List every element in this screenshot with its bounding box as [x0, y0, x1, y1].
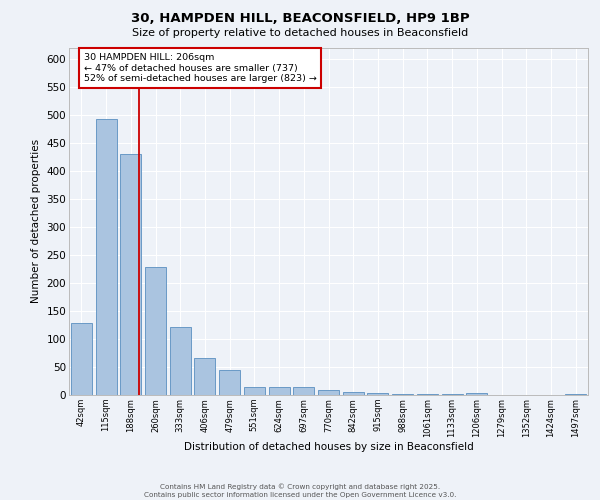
Bar [194, 358, 215, 395]
Bar [417, 394, 438, 395]
Text: Contains HM Land Registry data © Crown copyright and database right 2025.
Contai: Contains HM Land Registry data © Crown c… [144, 484, 456, 498]
Bar [71, 324, 92, 395]
Bar [293, 386, 314, 395]
Bar [392, 394, 413, 395]
Bar [269, 387, 290, 395]
Bar [244, 387, 265, 395]
Bar [466, 393, 487, 395]
Bar [120, 154, 141, 395]
Text: 30 HAMPDEN HILL: 206sqm
← 47% of detached houses are smaller (737)
52% of semi-d: 30 HAMPDEN HILL: 206sqm ← 47% of detache… [84, 53, 317, 83]
Bar [367, 393, 388, 395]
Bar [565, 394, 586, 395]
X-axis label: Distribution of detached houses by size in Beaconsfield: Distribution of detached houses by size … [184, 442, 473, 452]
Bar [145, 267, 166, 395]
Bar [170, 326, 191, 395]
Bar [442, 394, 463, 395]
Y-axis label: Number of detached properties: Number of detached properties [31, 139, 41, 304]
Bar [219, 370, 240, 395]
Bar [95, 118, 116, 395]
Text: Size of property relative to detached houses in Beaconsfield: Size of property relative to detached ho… [132, 28, 468, 38]
Bar [343, 392, 364, 395]
Bar [318, 390, 339, 395]
Text: 30, HAMPDEN HILL, BEACONSFIELD, HP9 1BP: 30, HAMPDEN HILL, BEACONSFIELD, HP9 1BP [131, 12, 469, 26]
